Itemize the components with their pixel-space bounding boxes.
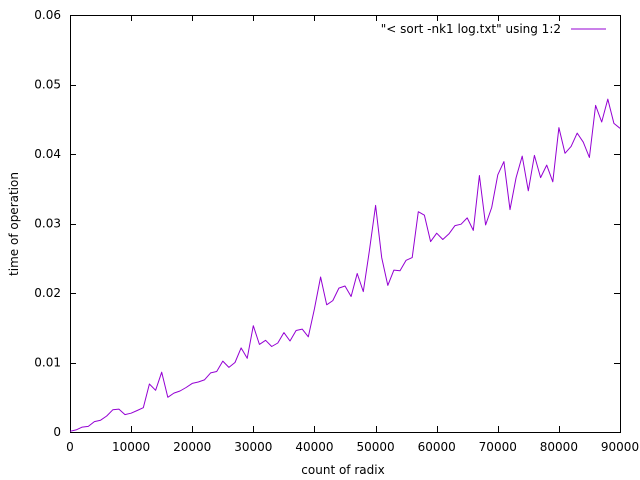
legend-series-label: "< sort -nk1 log.txt" using 1:2 <box>381 22 561 36</box>
y-tick-label: 0 <box>53 425 61 439</box>
series-line-0 <box>69 98 621 432</box>
legend: "< sort -nk1 log.txt" using 1:2 <box>381 22 606 36</box>
x-tick-label: 0 <box>66 440 74 454</box>
x-tick-label: 80000 <box>540 440 578 454</box>
x-tick-label: 70000 <box>479 440 517 454</box>
tick-labels: 0 10000 20000 30000 40000 50000 60000 70000 8000… <box>34 8 639 454</box>
y-tick-label: 0.03 <box>34 217 61 231</box>
x-tick-label: 90000 <box>601 440 639 454</box>
y-tick-label: 0.01 <box>34 356 61 370</box>
series-layer <box>69 98 621 432</box>
x-tick-label: 30000 <box>234 440 272 454</box>
x-axis-label: count of radix <box>301 463 384 477</box>
y-tick-label: 0.06 <box>34 8 61 22</box>
y-axis-label: time of operation <box>7 172 21 276</box>
x-tick-label: 40000 <box>295 440 333 454</box>
x-tick-label: 20000 <box>173 440 211 454</box>
plot-frame <box>70 15 621 433</box>
y-tick-label: 0.05 <box>34 78 61 92</box>
y-tick-label: 0.02 <box>34 286 61 300</box>
x-tick-label: 60000 <box>418 440 456 454</box>
y-tick-label: 0.04 <box>34 147 61 161</box>
axis-ticks <box>70 15 621 433</box>
x-tick-label: 50000 <box>356 440 394 454</box>
x-tick-label: 10000 <box>112 440 150 454</box>
